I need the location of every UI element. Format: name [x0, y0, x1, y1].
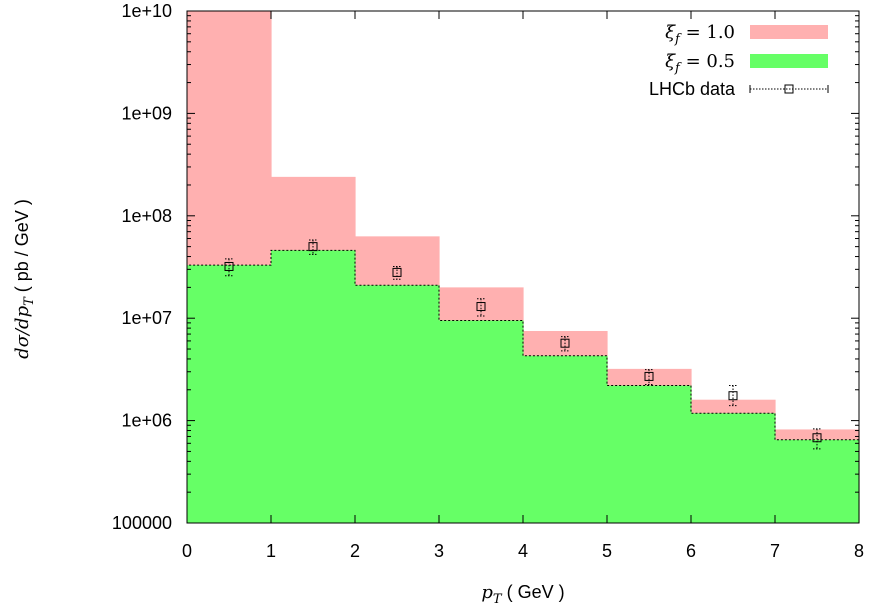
bar-xi-0-5-bin-0 [187, 265, 272, 523]
y-tick-label: 1e+10 [121, 1, 172, 21]
data-point-4 [560, 336, 570, 352]
legend-entry-0: ξf = 1.0 [665, 22, 828, 47]
legend-swatch [750, 25, 828, 39]
y-tick-label: 1e+06 [121, 411, 172, 431]
y-tick-label: 1e+07 [121, 308, 172, 328]
x-tick-label: 8 [854, 541, 864, 561]
y-tick-label: 100000 [112, 513, 172, 533]
legend-label: ξf = 1.0 [665, 22, 735, 47]
plot-ticks: 0 1 2 3 4 5 6 7 8 100000 1e+06 1e+07 1e+08 1e+09 1e+10 [112, 1, 864, 561]
x-tick-label: 5 [602, 541, 612, 561]
legend-marker [784, 84, 794, 94]
legend-label: ξf = 0.5 [665, 51, 735, 76]
x-tick-label: 1 [266, 541, 276, 561]
x-tick-label: 3 [434, 541, 444, 561]
bar-xi-0-5-bin-6 [691, 413, 776, 523]
bar-xi-0-5-bin-5 [607, 385, 692, 523]
bar-xi-0-5-bin-2 [355, 285, 440, 523]
x-tick-label: 4 [518, 541, 528, 561]
y-axis-label: dσ/dpT ( pb / GeV ) [12, 199, 37, 359]
data-point-0 [224, 258, 234, 277]
plot-points [224, 239, 822, 450]
data-point-2 [392, 265, 402, 280]
y-tick-label: 1e+09 [121, 103, 172, 123]
x-tick-label: 2 [350, 541, 360, 561]
bar-xi-0-5-bin-1 [271, 250, 356, 523]
data-point-3 [476, 298, 486, 317]
x-tick-label: 7 [770, 541, 780, 561]
legend-entry-1: ξf = 0.5 [665, 51, 828, 76]
data-point-7 [812, 428, 822, 450]
legend: ξf = 1.0 ξf = 0.5 LHCb data [649, 22, 829, 99]
legend-label: LHCb data [649, 79, 736, 99]
data-point-6 [728, 385, 738, 407]
bar-xi-0-5-bin-4 [523, 355, 608, 523]
x-tick-label: 0 [182, 541, 192, 561]
bar-xi-0-5-bin-7 [775, 439, 860, 523]
data-point-5 [644, 369, 654, 386]
legend-entry-2: LHCb data [649, 79, 829, 99]
y-tick-label: 1e+08 [121, 206, 172, 226]
data-point-1 [308, 239, 318, 255]
bar-xi-0-5-bin-3 [439, 320, 524, 523]
x-tick-label: 6 [686, 541, 696, 561]
legend-swatch [750, 54, 828, 68]
plot-fills [186, 11, 860, 523]
x-axis-label: pT ( GeV ) [481, 582, 564, 607]
